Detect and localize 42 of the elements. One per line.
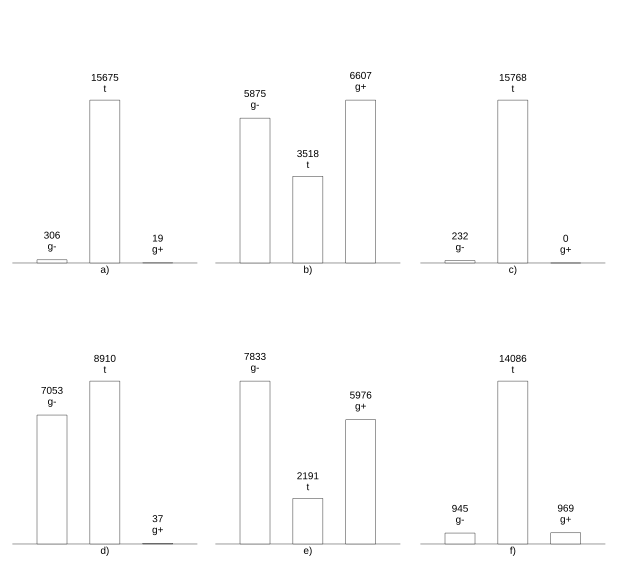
x-tick-label: g- (456, 517, 464, 525)
x-tick-label: t (104, 366, 106, 373)
x-axis-title: b) (304, 266, 312, 275)
data-label: 969 (558, 504, 574, 512)
data-label: 945 (452, 504, 468, 512)
data-label: 6607 (350, 72, 372, 79)
x-axis-title: e) (304, 546, 312, 556)
data-label: 15675 (92, 74, 118, 81)
x-tick-label: g- (48, 244, 56, 252)
data-label: 15768 (500, 74, 526, 81)
x-axis-title: c) (509, 266, 516, 275)
data-label: 5875 (244, 90, 266, 98)
x-tick-label: g- (48, 399, 56, 407)
x-tick-label: g- (251, 102, 259, 110)
data-label: 7833 (244, 352, 266, 360)
x-axis-title: f) (510, 546, 516, 556)
x-tick-label: g+ (152, 527, 163, 536)
x-tick-label: t (306, 162, 310, 168)
data-label: 19 (152, 234, 163, 242)
x-tick-label: g- (251, 366, 259, 373)
x-tick-label: g+ (355, 84, 366, 92)
data-label: 5976 (350, 392, 372, 399)
x-tick-label: g+ (560, 516, 571, 525)
x-tick-label: t (104, 85, 106, 92)
data-label: 3518 (297, 150, 319, 158)
x-tick-label: g+ (152, 246, 163, 255)
x-tick-label: g+ (355, 404, 366, 412)
data-label: 2191 (297, 472, 318, 480)
data-label: 14086 (500, 354, 526, 362)
x-tick-label: g- (456, 244, 464, 252)
x-tick-label: t (306, 484, 310, 490)
data-label: 232 (452, 232, 468, 240)
data-label: 8910 (94, 354, 116, 362)
x-tick-label: g+ (560, 246, 571, 255)
x-tick-label: t (512, 85, 514, 92)
x-axis-title: d) (100, 546, 109, 556)
data-label: 37 (152, 515, 163, 522)
data-label: 7053 (41, 386, 63, 394)
x-axis-title: a) (100, 266, 109, 275)
x-tick-label: t (512, 366, 514, 373)
data-label: 0 (563, 234, 568, 242)
data-label: 306 (44, 232, 60, 239)
